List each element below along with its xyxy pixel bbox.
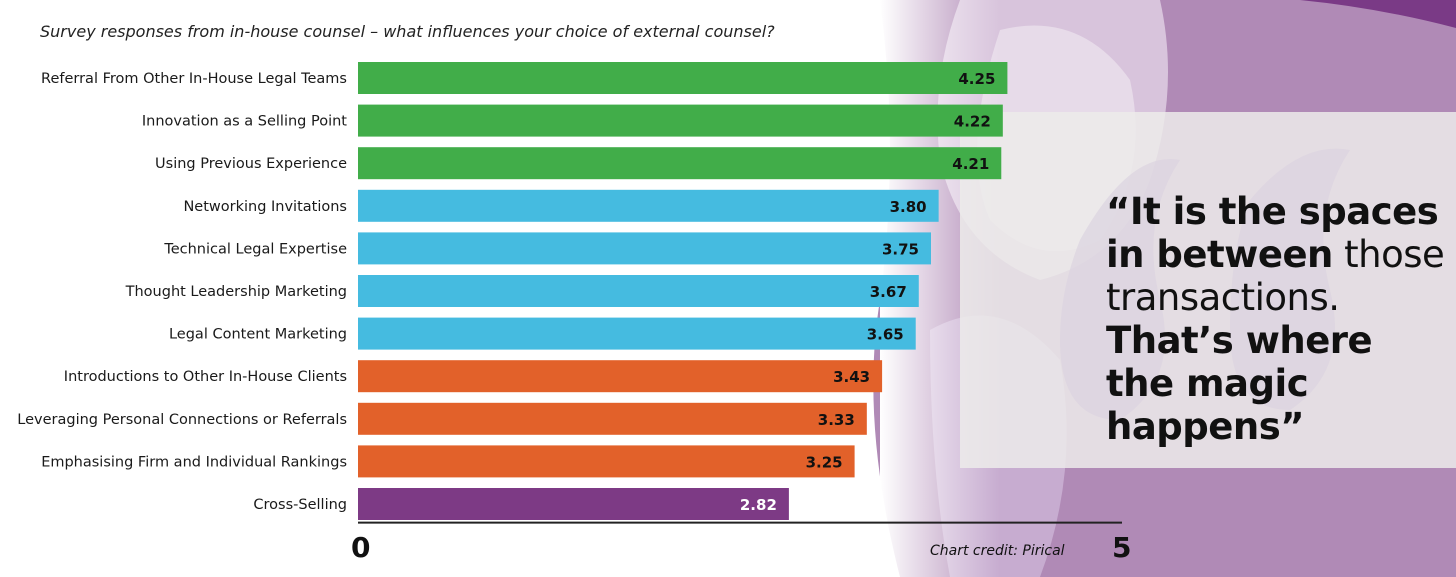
category-label: Networking Invitations [183, 199, 347, 215]
chart-credit: Chart credit: Pirical [930, 543, 1065, 559]
x-axis-tick-label-max: 5 [1112, 531, 1132, 564]
value-label: 2.82 [740, 496, 777, 514]
value-label: 3.33 [818, 411, 855, 429]
value-label: 3.67 [870, 283, 907, 301]
bar [358, 360, 883, 393]
value-label: 3.80 [890, 198, 927, 216]
bar [358, 402, 867, 435]
bar [358, 189, 939, 222]
quote-panel [960, 112, 1456, 468]
quote-part-bold-1: “It is the spaces in between [1106, 190, 1439, 276]
category-label: Referral From Other In-House Legal Teams [41, 71, 347, 87]
value-label: 4.21 [952, 155, 989, 173]
quote-mark-shape [1060, 159, 1180, 420]
bar [358, 317, 916, 350]
quote-mark-shape [1230, 148, 1350, 411]
category-label: Cross-Selling [253, 497, 347, 513]
bar [358, 104, 1003, 137]
x-axis-tick-label-min: 0 [351, 531, 371, 564]
bar [358, 275, 919, 307]
bar [358, 232, 931, 265]
quote-part-regular: those transactions. [1106, 233, 1445, 319]
photo-top-right-arc [1300, 0, 1456, 28]
value-label: 3.43 [833, 368, 870, 386]
category-label: Leveraging Personal Connections or Refer… [17, 412, 347, 428]
category-label: Legal Content Marketing [169, 327, 347, 343]
bar [358, 62, 1008, 94]
value-label: 3.75 [882, 240, 919, 258]
value-label: 4.22 [954, 113, 991, 131]
bar [358, 488, 789, 520]
quote-part-bold-2: That’s where the magic happens” [1106, 319, 1373, 448]
category-label: Introductions to Other In-House Clients [64, 369, 347, 385]
pull-quote: “It is the spaces in between those trans… [1106, 190, 1446, 448]
chart-title: Survey responses from in-house counsel –… [40, 22, 775, 41]
value-label: 4.25 [958, 70, 995, 88]
category-label: Innovation as a Selling Point [142, 114, 347, 130]
bar [358, 445, 855, 478]
category-label: Using Previous Experience [155, 156, 347, 172]
category-label: Thought Leadership Marketing [125, 284, 347, 300]
bar [358, 147, 1002, 180]
value-label: 3.65 [867, 326, 904, 344]
category-label: Emphasising Firm and Individual Rankings [41, 454, 347, 470]
value-label: 3.25 [806, 453, 843, 471]
category-label: Technical Legal Expertise [163, 241, 347, 257]
